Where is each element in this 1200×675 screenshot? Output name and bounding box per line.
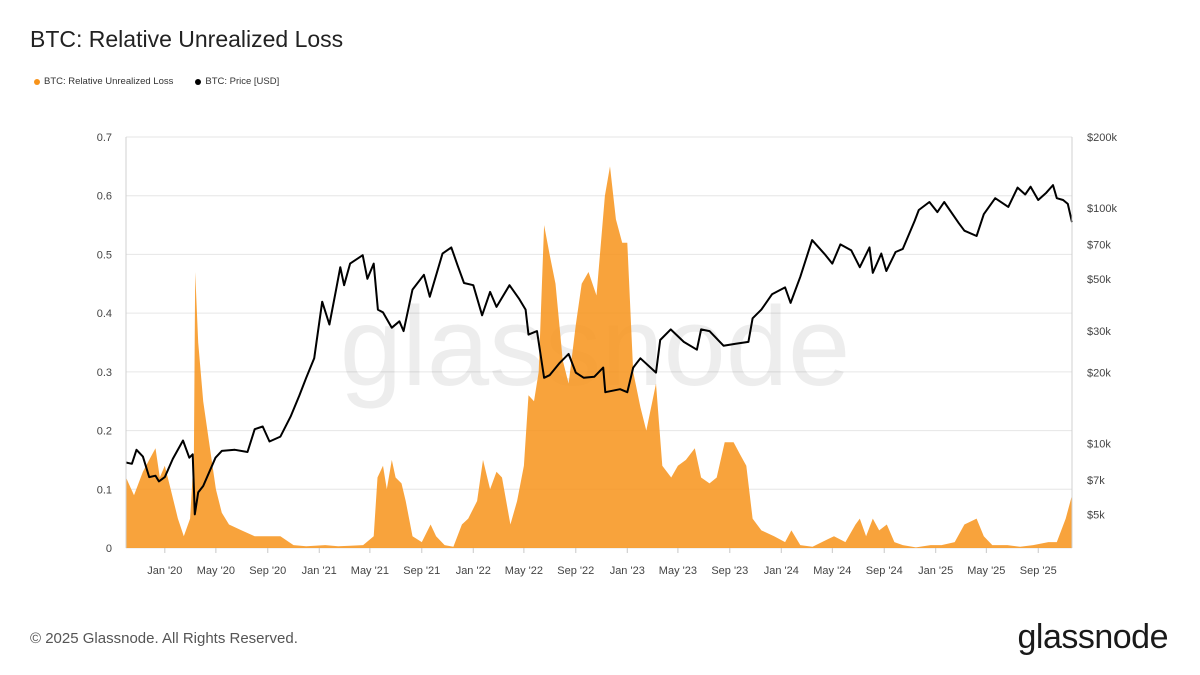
y-right-tick-label: $70k [1087,239,1111,251]
y-right-tick-label: $30k [1087,326,1111,338]
y-left-tick-label: 0.2 [97,426,112,438]
legend-label-price: BTC: Price [USD] [205,76,280,87]
y-left-tick-label: 0.1 [97,484,112,496]
y-left-tick-label: 0.5 [97,249,112,261]
x-tick-label: Jan '21 [302,565,337,577]
y-right-tick-label: $7k [1087,475,1105,487]
x-tick-label: Jan '23 [610,565,645,577]
y-left-tick-label: 0 [106,543,112,555]
price-line [125,184,1073,516]
legend-item-unrealized-loss[interactable]: BTC: Relative Unrealized Loss [34,76,173,87]
x-tick-label: May '24 [813,565,851,577]
x-tick-label: Sep '22 [557,565,594,577]
x-tick-label: Sep '24 [866,565,903,577]
copyright-footer: © 2025 Glassnode. All Rights Reserved. [30,630,298,647]
x-tick-label: Sep '23 [711,565,748,577]
y-right-tick-label: $20k [1087,368,1111,380]
legend-item-price[interactable]: BTC: Price [USD] [195,76,279,87]
x-tick-label: Jan '25 [918,565,953,577]
y-left-tick-label: 0.4 [97,308,112,320]
legend-label-unrealized-loss: BTC: Relative Unrealized Loss [44,76,174,87]
x-tick-label: May '25 [967,565,1005,577]
x-tick-label: May '21 [351,565,389,577]
unrealized-loss-area [126,166,1072,548]
y-left-tick-label: 0.6 [97,191,112,203]
x-tick-label: Jan '24 [764,565,799,577]
y-right-tick-label: $50k [1087,274,1111,286]
x-tick-label: Jan '20 [147,565,182,577]
legend: BTC: Relative Unrealized Loss BTC: Price… [34,76,279,87]
axes: 0 0.1 0.2 0.3 0.4 0.5 0.6 0.7 $5k $7k $10k $20k $30k… [97,132,1118,577]
x-tick-label: May '23 [659,565,697,577]
x-tick-label: Jan '22 [456,565,491,577]
legend-swatch-black [195,78,202,85]
x-tick-label: Sep '25 [1020,565,1057,577]
chart-title: BTC: Relative Unrealized Loss [30,26,344,52]
x-tick-label: Sep '21 [403,565,440,577]
y-right-tick-label: $5k [1087,509,1105,521]
y-left-tick-label: 0.7 [97,132,112,144]
x-tick-label: May '20 [197,565,235,577]
y-right-tick-label: $200k [1087,132,1117,144]
legend-swatch-orange [34,78,40,85]
x-tick-label: May '22 [505,565,543,577]
y-right-tick-label: $10k [1087,438,1111,450]
y-left-tick-label: 0.3 [97,367,112,379]
brand-logo: glassnode [1017,618,1168,656]
x-tick-label: Sep '20 [249,565,286,577]
y-right-tick-label: $100k [1087,203,1117,215]
